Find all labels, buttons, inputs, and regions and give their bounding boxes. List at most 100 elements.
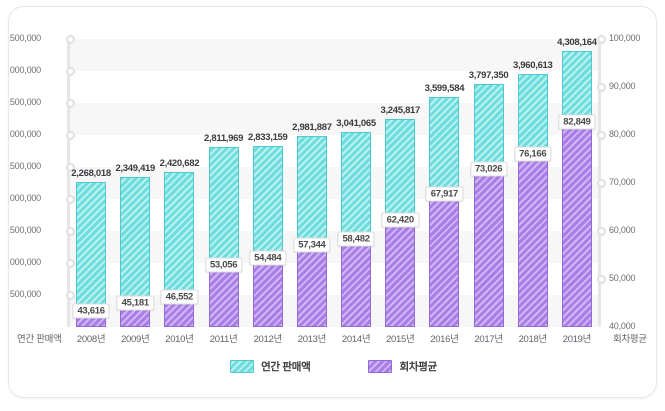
plot-area — [69, 39, 599, 327]
left-axis-title: 연간 판매액 — [17, 334, 62, 345]
x-axis-label: 2008년 — [76, 334, 106, 345]
left-axis-tick-dot — [65, 98, 75, 108]
bar-annual-sales[interactable]: 2,268,018 — [71, 168, 111, 327]
x-axis-label: 2014년 — [341, 334, 371, 345]
legend-label: 회차평균 — [399, 361, 437, 373]
bar-round-average[interactable]: 46,552 — [160, 289, 199, 327]
left-axis-tick-label: 500,000 — [9, 289, 41, 299]
bar-value-label-annual-sales: 2,420,682 — [159, 158, 200, 170]
left-axis-tick-label: 1,500,000 — [9, 225, 41, 235]
x-axis-label: 2013년 — [297, 334, 327, 345]
bar-round-average[interactable]: 58,482 — [337, 231, 375, 327]
bar-group[interactable]: 2,811,969 53,056 — [204, 39, 243, 327]
x-axis-label: 2019년 — [562, 334, 592, 345]
chart-legend: 연간 판매액 회차평균 — [9, 359, 656, 374]
bar-value-label-round-average: 46,552 — [160, 289, 199, 305]
right-axis-tick-dot — [596, 34, 606, 44]
x-axis-label: 2015년 — [386, 334, 415, 345]
x-axis-label: 2017년 — [474, 334, 503, 345]
left-axis-tick-dot — [65, 130, 75, 140]
bar-value-label-round-average: 62,420 — [381, 212, 419, 228]
bar-group[interactable]: 3,797,350 73,026 — [469, 39, 509, 327]
grid-band — [69, 295, 599, 327]
bar-value-label-annual-sales: 3,797,350 — [468, 69, 509, 81]
bar-value-label-annual-sales: 2,268,018 — [71, 167, 111, 179]
left-axis-tick-dot — [65, 34, 75, 44]
bar-value-label-annual-sales: 3,245,817 — [380, 105, 421, 117]
bar-round-average[interactable]: 82,849 — [558, 114, 596, 327]
bar-value-label-round-average: 67,917 — [425, 186, 464, 202]
left-axis-tick-dot — [65, 258, 75, 268]
right-axis-tick-dot — [596, 274, 606, 284]
left-axis-tick-label: 4,500,000 — [9, 33, 41, 43]
right-axis-tick-dot — [596, 130, 606, 140]
bar-group[interactable]: 2,981,887 57,344 — [292, 39, 332, 327]
bar-value-label-annual-sales: 3,599,584 — [424, 82, 465, 94]
left-axis-tick-dot — [65, 226, 75, 236]
legend-swatch-cyan-icon — [230, 360, 255, 373]
right-axis-tick-label: 100,000 — [609, 33, 641, 43]
bar-group[interactable]: 2,268,018 43,616 — [71, 39, 111, 327]
bar-value-label-round-average: 57,344 — [293, 237, 331, 253]
left-axis-tick-dot — [65, 194, 75, 204]
right-axis-tick-label: 40,000 — [609, 321, 636, 331]
bar-value-label-annual-sales: 4,308,164 — [557, 37, 597, 49]
left-axis-tick-label: 4,000,000 — [9, 65, 41, 75]
bar-group[interactable]: 3,041,065 58,482 — [336, 39, 376, 327]
left-axis-tick-label: 3,500,000 — [9, 97, 41, 107]
right-axis-tick-label: 50,000 — [609, 273, 636, 283]
chart-card: 500,000 1,000,000 1,500,000 2,000,000 2,500,… — [8, 6, 657, 398]
x-axis-label: 2009년 — [121, 334, 150, 345]
bar-round-average[interactable]: 62,420 — [381, 212, 419, 327]
left-axis-tick-dot — [65, 290, 75, 300]
right-axis-tick-label: 80,000 — [609, 129, 636, 139]
legend-swatch-purple-icon — [368, 360, 393, 373]
bar-value-label-round-average: 45,181 — [116, 295, 154, 311]
bar-round-average[interactable]: 53,056 — [204, 257, 243, 327]
right-axis-tick-dot — [596, 82, 606, 92]
bar-value-label-annual-sales: 2,981,887 — [292, 122, 332, 134]
grid-band — [69, 39, 599, 71]
legend-item-annual-sales[interactable]: 연간 판매액 — [230, 359, 311, 374]
left-axis-tick-label: 2,500,000 — [9, 161, 41, 171]
right-axis-tick-dot — [596, 226, 606, 236]
left-axis-spine — [67, 39, 70, 327]
bar-value-label-annual-sales: 2,349,419 — [115, 162, 156, 174]
bar-value-label-round-average: 43,616 — [72, 303, 110, 319]
bar-group[interactable]: 3,245,817 62,420 — [380, 39, 420, 327]
bar-round-average[interactable]: 67,917 — [425, 186, 464, 327]
bar-group[interactable]: 3,599,584 67,917 — [425, 39, 464, 327]
bar-value-label-annual-sales: 2,833,159 — [247, 131, 288, 143]
bar-round-average[interactable]: 43,616 — [72, 303, 110, 327]
bar-value-label-annual-sales: 3,041,065 — [336, 118, 376, 130]
bar-group[interactable]: 3,960,613 76,166 — [513, 39, 553, 327]
grid-band — [69, 231, 599, 263]
bar-group[interactable]: 2,420,682 46,552 — [160, 39, 199, 327]
x-axis-label: 2011년 — [209, 334, 238, 345]
bar-round-average[interactable]: 54,484 — [249, 250, 287, 327]
bar-round-average[interactable]: 57,344 — [293, 237, 331, 327]
left-axis-tick-label: 2,000,000 — [9, 193, 41, 203]
bar-round-average[interactable]: 76,166 — [514, 146, 552, 327]
bar-round-average[interactable]: 73,026 — [469, 161, 508, 327]
left-axis-tick-dot — [65, 66, 75, 76]
left-axis-tick-label: 1,000,000 — [9, 257, 41, 267]
bar-value-label-round-average: 54,484 — [249, 250, 287, 266]
legend-label: 연간 판매액 — [261, 361, 311, 373]
bar-value-label-round-average: 82,849 — [558, 114, 596, 130]
bar-value-label-annual-sales: 3,960,613 — [512, 59, 553, 71]
x-axis-label: 2018년 — [518, 334, 548, 345]
legend-item-round-average[interactable]: 회차평균 — [368, 359, 437, 374]
bar-value-label-annual-sales: 2,811,969 — [204, 133, 244, 145]
x-axis-label: 2010년 — [165, 334, 194, 345]
grid-band — [69, 103, 599, 135]
bar-group[interactable]: 4,308,164 82,849 — [557, 37, 597, 327]
right-axis-tick-dot — [596, 178, 606, 188]
bar-group[interactable]: 2,349,419 45,181 — [115, 39, 155, 327]
bar-value-label-round-average: 58,482 — [337, 231, 375, 247]
bar-round-average[interactable]: 45,181 — [116, 295, 154, 327]
left-axis-tick-dot — [65, 162, 75, 172]
bar-group[interactable]: 2,833,159 54,484 — [248, 39, 288, 327]
right-axis-tick-label: 60,000 — [609, 225, 636, 235]
right-axis-tick-label: 70,000 — [609, 177, 636, 187]
